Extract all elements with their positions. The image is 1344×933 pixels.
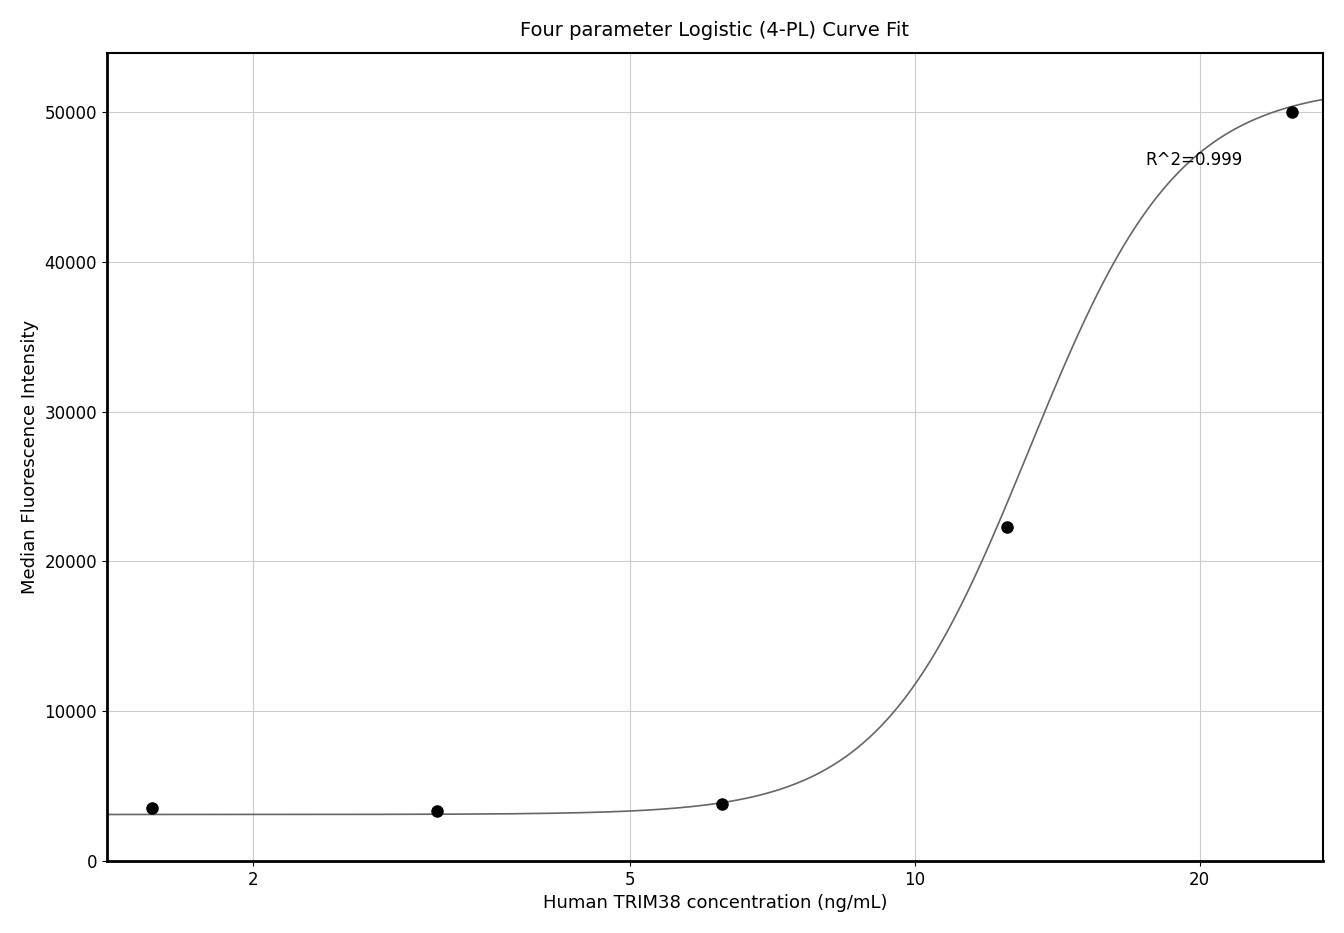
Point — [426, 804, 448, 819]
Title: Four parameter Logistic (4-PL) Curve Fit: Four parameter Logistic (4-PL) Curve Fit — [520, 21, 910, 40]
Point — [996, 520, 1017, 535]
X-axis label: Human TRIM38 concentration (ng/mL): Human TRIM38 concentration (ng/mL) — [543, 894, 887, 912]
Point — [711, 797, 732, 812]
Y-axis label: Median Fluorescence Intensity: Median Fluorescence Intensity — [22, 320, 39, 593]
Point — [141, 801, 163, 816]
Point — [1281, 104, 1302, 119]
Text: R^2=0.999: R^2=0.999 — [1145, 151, 1242, 169]
